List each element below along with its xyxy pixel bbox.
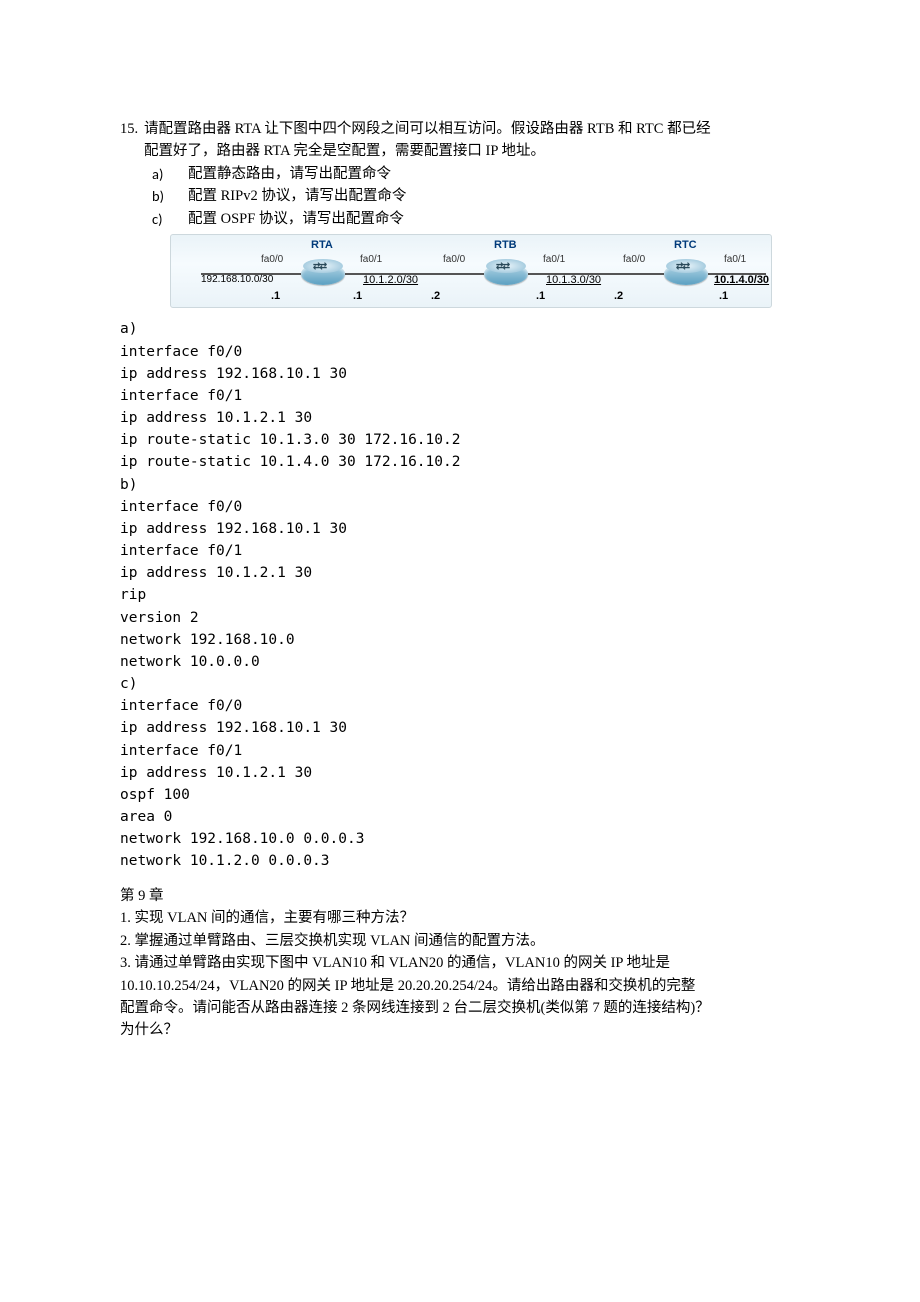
sub-a-letter: a) xyxy=(152,163,188,185)
host-octet-label: .1 xyxy=(271,288,280,305)
interface-label: fa0/0 xyxy=(443,252,465,268)
interface-label: fa0/1 xyxy=(724,252,746,268)
interface-label: fa0/0 xyxy=(623,252,645,268)
ch9-q3-l1: 3. 请通过单臂路由实现下图中 VLAN10 和 VLAN20 的通信，VLAN… xyxy=(120,952,800,974)
ch9-q2: 2. 掌握通过单臂路由、三层交换机实现 VLAN 间通信的配置方法。 xyxy=(120,930,800,952)
network-diagram: ⇄⇄ RTA ⇄⇄ RTB ⇄⇄ RTC fa0/0 fa0/1 fa0/0 fa0/1 fa0/0… xyxy=(170,234,772,308)
host-octet-label: .2 xyxy=(614,288,623,305)
router-name: RTA xyxy=(311,237,333,254)
q15-text-line1: 请配置路由器 RTA 让下图中四个网段之间可以相互访问。假设路由器 RTB 和 … xyxy=(144,121,711,137)
sub-b-letter: b) xyxy=(152,185,188,207)
ch9-q3-l3: 配置命令。请问能否从路由器连接 2 条网线连接到 2 台二层交换机(类似第 7 … xyxy=(120,997,800,1019)
sub-b-text: 配置 RIPv2 协议，请写出配置命令 xyxy=(188,185,406,207)
sub-b: b) 配置 RIPv2 协议，请写出配置命令 xyxy=(152,185,800,207)
document-page: 15. 请配置路由器 RTA 让下图中四个网段之间可以相互访问。假设路由器 RT… xyxy=(0,0,920,1302)
ch9-title: 第 9 章 xyxy=(120,885,800,907)
sub-c-letter: c) xyxy=(152,208,188,230)
q15-text-line2: 配置好了，路由器 RTA 完全是空配置，需要配置接口 IP 地址。 xyxy=(144,143,545,159)
router-name: RTB xyxy=(494,237,517,254)
router-icon: ⇄⇄ xyxy=(664,263,708,291)
host-octet-label: .1 xyxy=(536,288,545,305)
q15-number: 15. xyxy=(120,118,144,163)
host-octet-label: .2 xyxy=(431,288,440,305)
router-icon: ⇄⇄ xyxy=(484,263,528,291)
config-code-block: a) interface f0/0 ip address 192.168.10.… xyxy=(120,318,800,872)
sub-c: c) 配置 OSPF 协议，请写出配置命令 xyxy=(152,208,800,230)
ch9-q3-l4: 为什么？ xyxy=(120,1019,800,1041)
sub-c-text: 配置 OSPF 协议，请写出配置命令 xyxy=(188,208,404,230)
network-label: 10.1.3.0/30 xyxy=(546,272,601,289)
router-name: RTC xyxy=(674,237,697,254)
question-15: 15. 请配置路由器 RTA 让下图中四个网段之间可以相互访问。假设路由器 RT… xyxy=(120,118,800,308)
router-icon: ⇄⇄ xyxy=(301,263,345,291)
host-octet-label: .1 xyxy=(719,288,728,305)
interface-label: fa0/1 xyxy=(360,252,382,268)
network-label: 192.168.10.0/30 xyxy=(201,272,273,288)
network-label: 10.1.4.0/30 xyxy=(714,272,769,289)
network-diagram-wrap: ⇄⇄ RTA ⇄⇄ RTB ⇄⇄ RTC fa0/0 fa0/1 fa0/0 fa0/1 fa0/0… xyxy=(170,234,800,308)
ch9-q3-l2: 10.10.10.254/24，VLAN20 的网关 IP 地址是 20.20.… xyxy=(120,975,800,997)
interface-label: fa0/0 xyxy=(261,252,283,268)
q15-stem: 15. 请配置路由器 RTA 让下图中四个网段之间可以相互访问。假设路由器 RT… xyxy=(120,118,800,163)
ch9-q1: 1. 实现 VLAN 间的通信，主要有哪三种方法？ xyxy=(120,907,800,929)
sub-a-text: 配置静态路由，请写出配置命令 xyxy=(188,163,391,185)
sub-a: a) 配置静态路由，请写出配置命令 xyxy=(152,163,800,185)
chapter-9: 第 9 章 1. 实现 VLAN 间的通信，主要有哪三种方法？ 2. 掌握通过单… xyxy=(120,885,800,1042)
interface-label: fa0/1 xyxy=(543,252,565,268)
q15-body: 请配置路由器 RTA 让下图中四个网段之间可以相互访问。假设路由器 RTB 和 … xyxy=(144,118,800,163)
host-octet-label: .1 xyxy=(353,288,362,305)
network-label: 10.1.2.0/30 xyxy=(363,272,418,289)
q15-subquestions: a) 配置静态路由，请写出配置命令 b) 配置 RIPv2 协议，请写出配置命令… xyxy=(120,163,800,230)
